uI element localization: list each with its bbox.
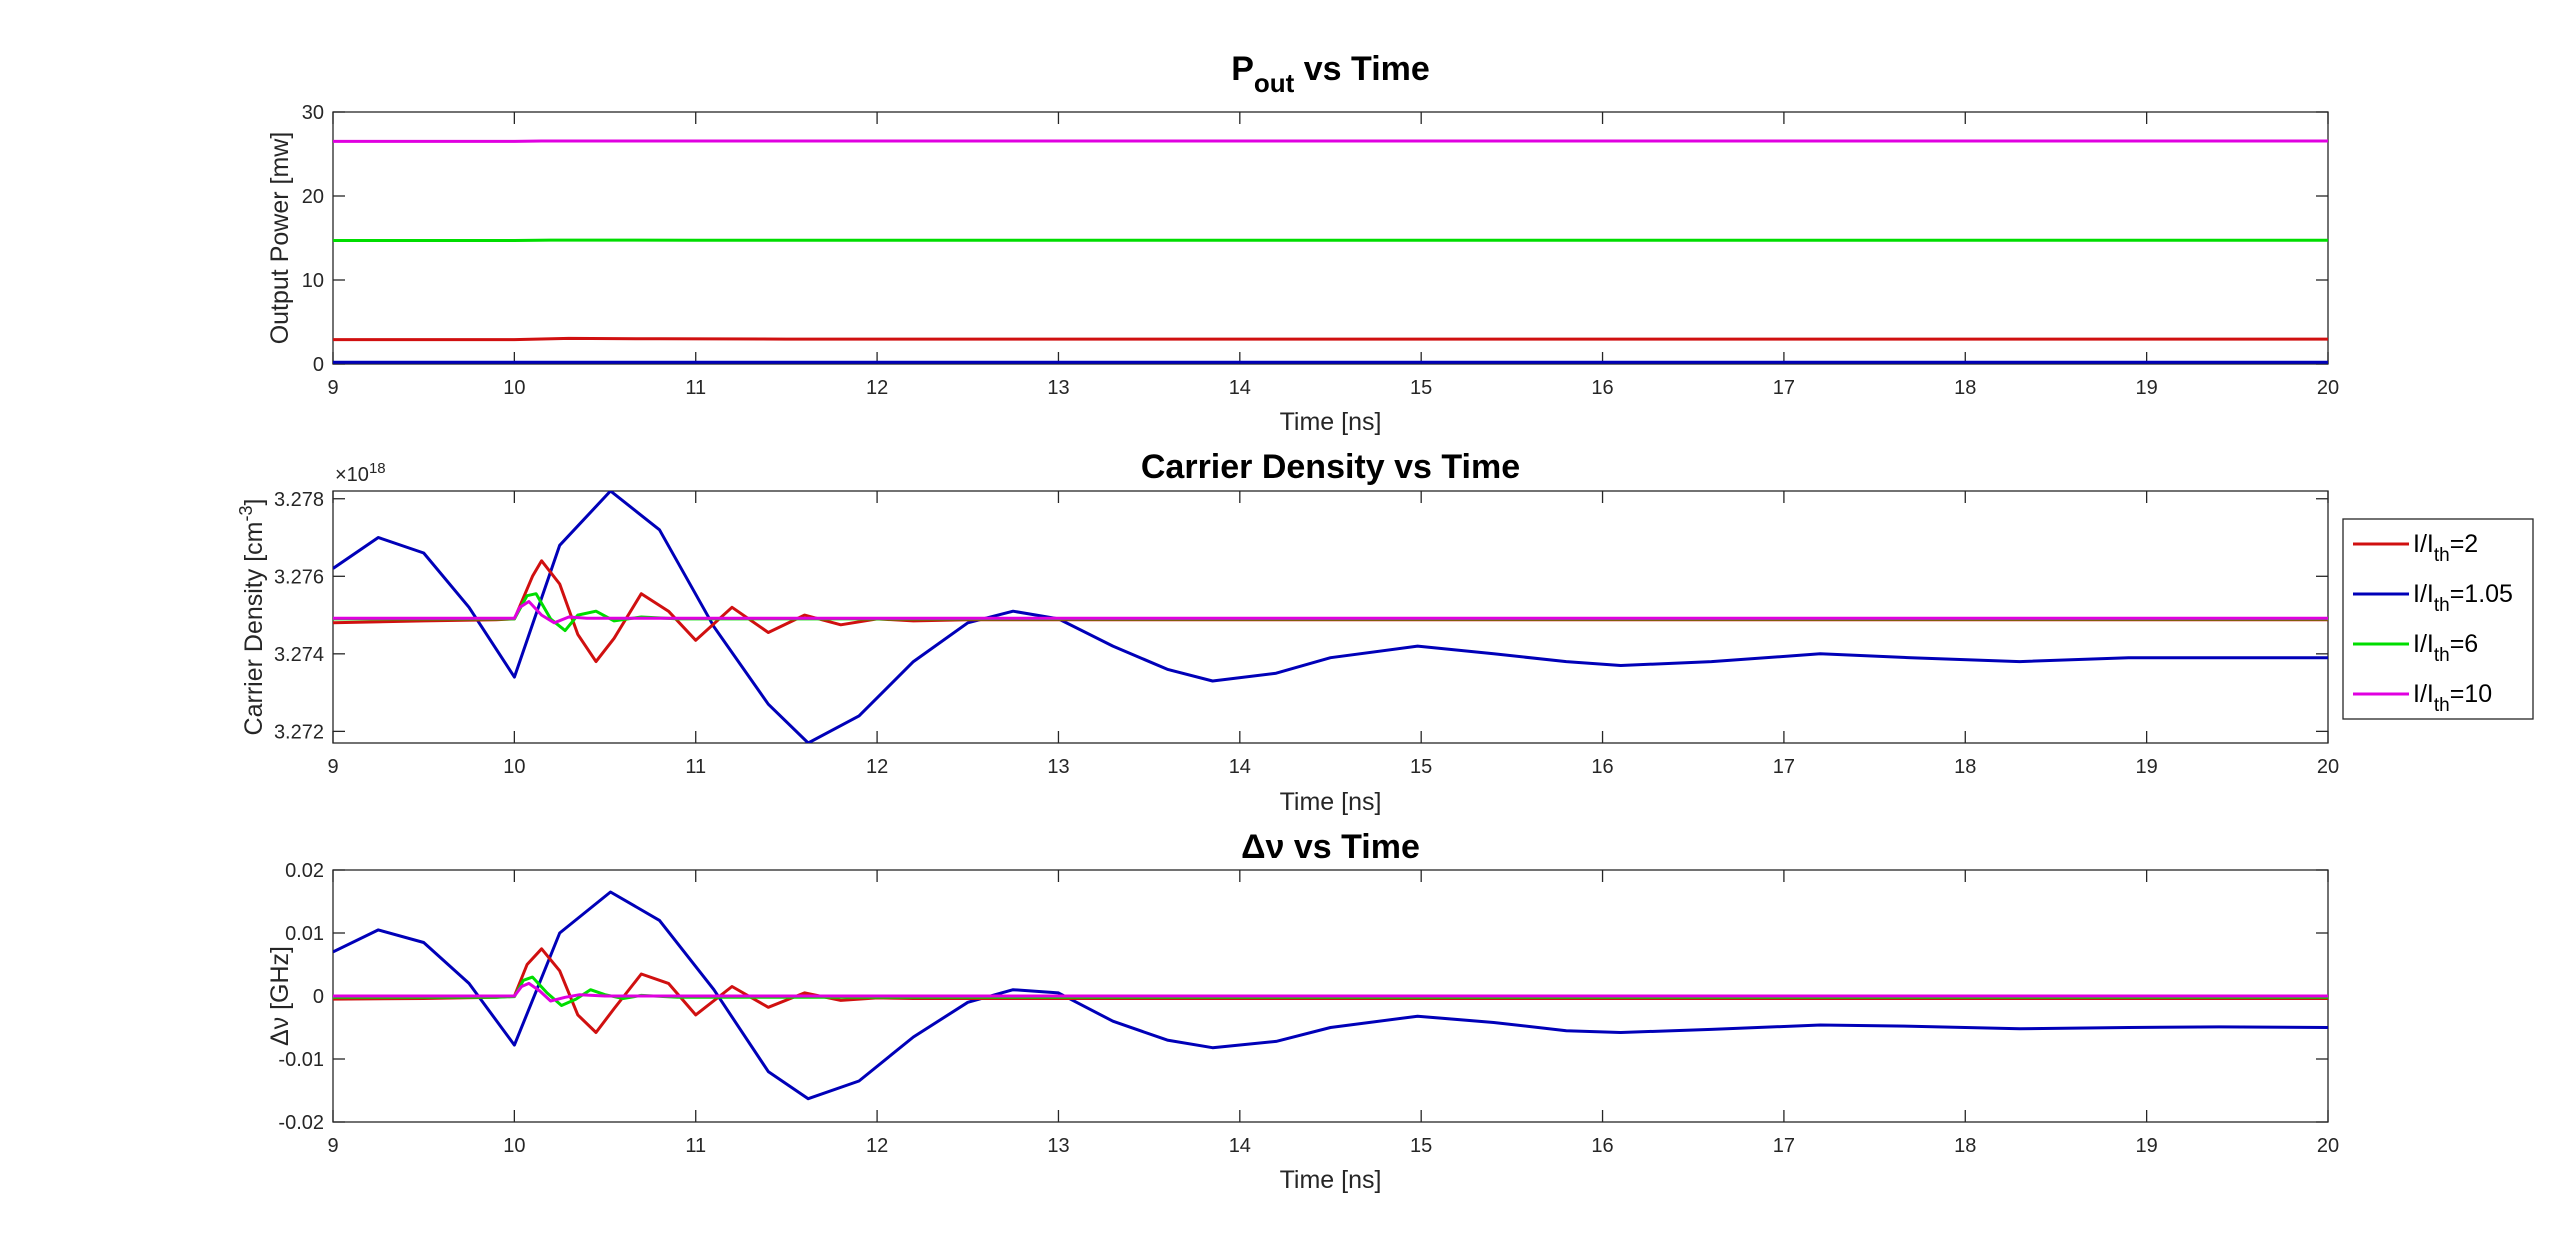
chart-panel-3: 9 10 11 12 13 14 15 16 17 18 19 20 -0.02 -0.01 0 0.01 0.… <box>266 828 2339 1194</box>
x-tick-label: 17 <box>1773 756 1795 778</box>
chart-title-main: P <box>1231 50 1254 88</box>
chart-panel-1: 9 10 11 12 13 14 15 16 17 18 19 20 0 10 20 30 Pout vs Ti… <box>266 50 2339 436</box>
y-tick-label: 0.02 <box>285 860 324 882</box>
exponent-base: ×10 <box>335 464 369 486</box>
y-tick-label: 0.01 <box>285 923 324 945</box>
x-tick-label: 10 <box>503 1135 525 1157</box>
x-tick-label: 19 <box>2136 377 2158 399</box>
series-line-1 <box>333 890 2328 1101</box>
legend-entry-1: I/Ith=2 <box>2353 530 2478 566</box>
x-tick-label: 14 <box>1229 756 1251 778</box>
x-tick-label: 20 <box>2317 756 2339 778</box>
axes-box <box>332 111 2329 365</box>
chart-title-main: Δν vs Time <box>1241 828 1420 866</box>
chart-title-main: Carrier Density vs Time <box>1141 448 1520 486</box>
y-tick-label: -0.01 <box>278 1049 324 1071</box>
y-tick-label: -0.02 <box>278 1112 324 1134</box>
x-tick-label: 18 <box>1954 756 1976 778</box>
chart-title: Δν vs Time <box>1241 828 1420 866</box>
legend-entry-4: I/Ith=10 <box>2353 680 2492 716</box>
x-tick-label: 16 <box>1591 1135 1613 1157</box>
x-tick-label: 12 <box>866 377 888 399</box>
x-tick-label: 15 <box>1410 756 1432 778</box>
y-axis-label-tail: ] <box>240 499 268 506</box>
legend-label: I/Ith=10 <box>2413 680 2492 716</box>
y-tick-label: 10 <box>302 270 324 292</box>
x-tick-label: 9 <box>327 377 338 399</box>
x-tick-label: 12 <box>866 1135 888 1157</box>
legend-entry-2: I/Ith=1.05 <box>2353 580 2513 616</box>
y-tick-label: 3.272 <box>274 721 324 743</box>
y-tick-label: 30 <box>302 102 324 124</box>
legend-entry-3: I/Ith=6 <box>2353 630 2478 666</box>
x-axis-label: Time [ns] <box>1280 408 1382 436</box>
x-tick-label: 9 <box>327 756 338 778</box>
x-tick-label: 19 <box>2136 1135 2158 1157</box>
series-line-4 <box>333 600 2328 625</box>
x-tick-label: 11 <box>685 756 706 778</box>
chart-title-sub: out <box>1254 68 1295 98</box>
x-tick-label: 19 <box>2136 756 2158 778</box>
y-tick-label: 0 <box>313 354 324 376</box>
x-tick-label: 16 <box>1591 756 1613 778</box>
x-tick-label: 17 <box>1773 1135 1795 1157</box>
chart-panel-2: 9 10 11 12 13 14 15 16 17 18 19 20 3.272 3.274 3.276 3.… <box>236 448 2339 816</box>
y-axis-label-main: Carrier Density [cm <box>240 522 268 736</box>
x-tick-label: 18 <box>1954 377 1976 399</box>
x-tick-label: 12 <box>866 756 888 778</box>
y-tick-label: 3.276 <box>274 566 324 588</box>
x-tick-label: 20 <box>2317 377 2339 399</box>
y-axis-label: Δν [GHz] <box>266 946 294 1046</box>
chart-title: Carrier Density vs Time <box>1141 448 1520 486</box>
x-tick-label: 10 <box>503 377 525 399</box>
x-tick-label: 11 <box>685 1135 706 1157</box>
x-axis-label: Time [ns] <box>1280 1166 1382 1194</box>
legend-label: I/Ith=1.05 <box>2413 580 2513 616</box>
y-tick-label: 0 <box>313 986 324 1008</box>
x-tick-label: 13 <box>1047 756 1069 778</box>
series-line-1 <box>333 491 2328 743</box>
exponent-sup: 18 <box>369 460 386 477</box>
legend: I/Ith=2 I/Ith=1.05 I/Ith=6 I/Ith=10 <box>2342 518 2534 720</box>
x-tick-label: 17 <box>1773 377 1795 399</box>
y-tick-label: 20 <box>302 186 324 208</box>
legend-label: I/Ith=6 <box>2413 630 2478 666</box>
y-tick-label: 3.278 <box>274 489 324 511</box>
x-tick-label: 15 <box>1410 1135 1432 1157</box>
x-tick-label: 16 <box>1591 377 1613 399</box>
x-tick-label: 10 <box>503 756 525 778</box>
x-tick-label: 13 <box>1047 1135 1069 1157</box>
x-tick-label: 11 <box>685 377 706 399</box>
x-tick-label: 18 <box>1954 1135 1976 1157</box>
y-axis-label: Output Power [mw] <box>266 132 294 345</box>
x-tick-label: 9 <box>327 1135 338 1157</box>
x-tick-label: 14 <box>1229 1135 1251 1157</box>
y-axis-exponent: ×1018 <box>335 460 386 486</box>
series-line-4 <box>333 981 2328 1003</box>
x-tick-label: 14 <box>1229 377 1251 399</box>
x-tick-label: 20 <box>2317 1135 2339 1157</box>
chart-title-tail: vs Time <box>1294 50 1429 88</box>
chart-title: Pout vs Time <box>1231 50 1430 98</box>
y-axis-label: Carrier Density [cm-3] <box>236 499 268 736</box>
x-tick-label: 13 <box>1047 377 1069 399</box>
x-axis-label: Time [ns] <box>1280 788 1382 816</box>
y-axis-label-sup: -3 <box>236 506 256 522</box>
x-tick-label: 15 <box>1410 377 1432 399</box>
series-line-1 <box>333 336 2328 342</box>
legend-label: I/Ith=2 <box>2413 530 2478 566</box>
y-tick-label: 3.274 <box>274 644 324 666</box>
legend-box <box>2342 518 2534 720</box>
